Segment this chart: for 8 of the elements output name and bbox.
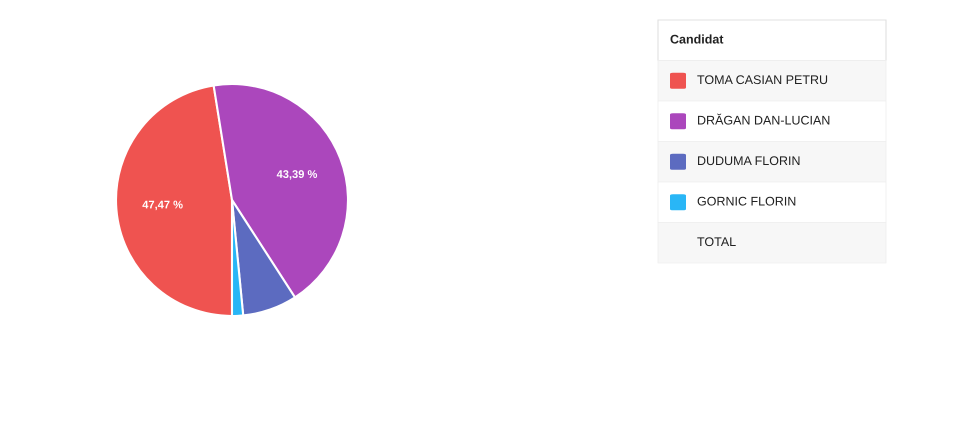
- data-label: 43,39 %: [276, 170, 318, 180]
- legend-label: GORNIC FLORIN: [698, 196, 796, 206]
- text: TOTAL: [697, 237, 736, 246]
- data-label: 47,47 %: [142, 200, 183, 210]
- legend-label: DUDUMA FLORIN: [698, 156, 800, 166]
- legend-label: TOMA CASIAN PETRU: [697, 75, 828, 84]
- legend-label: DRĂGAN DAN-LUCIAN: [698, 114, 830, 125]
- legend-title: Candidat: [670, 34, 724, 44]
